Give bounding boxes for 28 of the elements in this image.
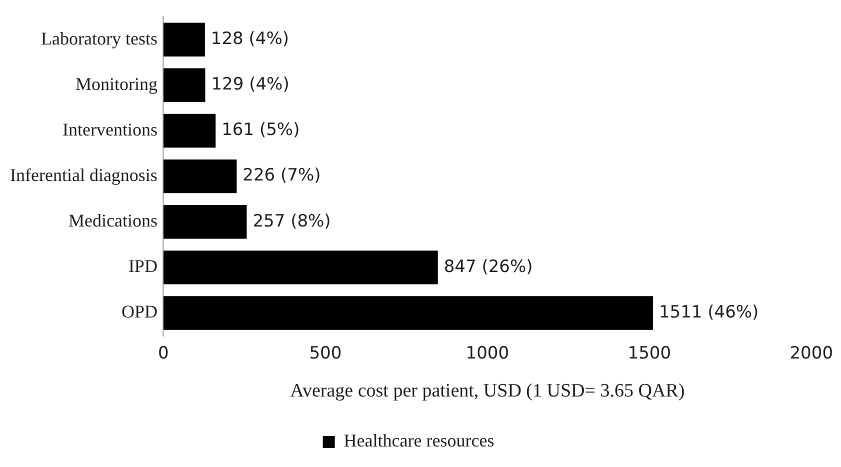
- bar: [163, 114, 216, 148]
- data-label: 129 (4%): [211, 74, 290, 95]
- bar: [163, 296, 653, 330]
- data-label: 257 (8%): [252, 211, 331, 232]
- y-tick-label: Laboratory tests: [40, 28, 158, 48]
- data-label: 1511 (46%): [658, 302, 759, 322]
- y-tick-label: OPD: [121, 302, 158, 322]
- x-axis-title: Average cost per patient, USD (1 USD= 3.65 QAR): [290, 380, 685, 402]
- x-tick-label: 0: [158, 343, 169, 364]
- data-label: 847 (26%): [444, 256, 533, 277]
- y-tick-label: Interventions: [62, 119, 158, 140]
- x-tick-label: 500: [309, 343, 342, 364]
- data-label: 161 (5%): [222, 120, 300, 140]
- bar: [163, 22, 205, 56]
- bar: [163, 205, 247, 239]
- y-tick-label: Medications: [68, 210, 158, 231]
- legend-label: Healthcare resources: [344, 430, 494, 451]
- y-tick-label: Inferential diagnosis: [10, 165, 158, 186]
- bar: [163, 159, 237, 194]
- x-tick-label: 2000: [790, 343, 833, 364]
- bar: [163, 68, 206, 102]
- data-label: 128 (4%): [210, 29, 290, 50]
- x-tick-label: 1500: [628, 343, 672, 364]
- x-tick-label: 1000: [466, 343, 510, 364]
- y-tick-label: Monitoring: [75, 74, 158, 94]
- data-label: 226 (7%): [242, 166, 321, 186]
- bar: [163, 250, 438, 284]
- y-tick-label: IPD: [128, 256, 158, 276]
